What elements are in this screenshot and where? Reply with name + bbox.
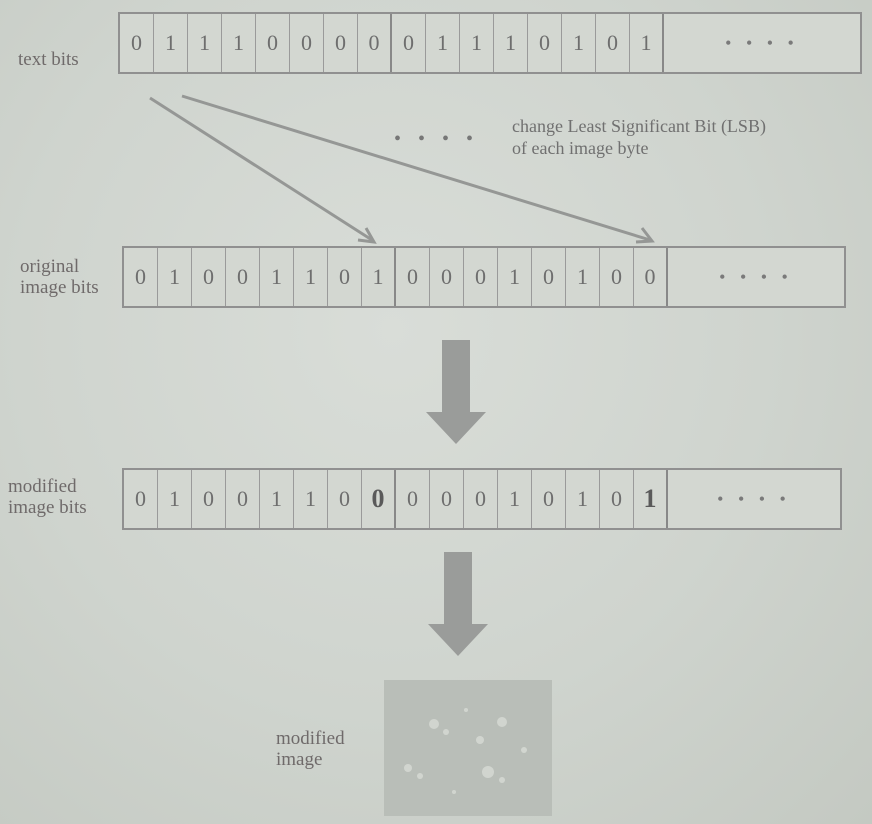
original-bit-cell: 1 bbox=[260, 248, 294, 306]
original-bit-cell: 1 bbox=[158, 248, 192, 306]
text-row-ellipsis: • • • • bbox=[725, 32, 799, 53]
text-bit-cell: 1 bbox=[460, 14, 494, 72]
text-bit-cell: 1 bbox=[426, 14, 460, 72]
modified-bit-cell: 1 bbox=[158, 470, 192, 528]
modified-image-label-line2: image bbox=[276, 749, 323, 770]
modified-bit-cell: 0 bbox=[192, 470, 226, 528]
text-bit-cell: 0 bbox=[324, 14, 358, 72]
original-bit-cell: 0 bbox=[600, 248, 634, 306]
text-bit-cell: 1 bbox=[562, 14, 596, 72]
text-bit-cell: 1 bbox=[154, 14, 188, 72]
lsb-arrow-2-head bbox=[635, 227, 655, 244]
lsb-arrow-2 bbox=[181, 94, 651, 242]
original-bit-cell: 0 bbox=[634, 248, 668, 306]
original-label-line1: original bbox=[20, 256, 80, 277]
original-bit-cell: 0 bbox=[396, 248, 430, 306]
original-bit-cell: 0 bbox=[430, 248, 464, 306]
text-bit-cell: 0 bbox=[528, 14, 562, 72]
modified-image-bits-label: modified image bits bbox=[8, 476, 87, 518]
modified-image-label-line1: modified bbox=[276, 728, 345, 749]
text-bits-row: 0 1 1 1 0 0 0 0 0 1 1 1 0 1 0 1 • • • • bbox=[118, 12, 862, 74]
modified-image-bits-row: 0 1 0 0 1 1 0 0 0 0 0 1 0 1 0 1 • • • • bbox=[122, 468, 842, 530]
modified-bit-cell: 0 bbox=[600, 470, 634, 528]
original-bit-cell: 0 bbox=[532, 248, 566, 306]
modified-image-picture bbox=[384, 680, 552, 816]
lsb-arrow-1 bbox=[149, 96, 373, 242]
text-bit-cell: 0 bbox=[596, 14, 630, 72]
text-bit-cell: 0 bbox=[392, 14, 426, 72]
original-bit-cell: 0 bbox=[328, 248, 362, 306]
text-bit-cell: 0 bbox=[120, 14, 154, 72]
text-bit-cell: 1 bbox=[188, 14, 222, 72]
modified-bit-cell: 0 bbox=[396, 470, 430, 528]
original-image-bits-row: 0 1 0 0 1 1 0 1 0 0 0 1 0 1 0 0 • • • • bbox=[122, 246, 846, 308]
original-bit-cell: 1 bbox=[566, 248, 600, 306]
modified-bit-cell: 0 bbox=[532, 470, 566, 528]
down-arrow-1 bbox=[426, 340, 486, 444]
modified-bit-cell: 0 bbox=[226, 470, 260, 528]
text-bit-cell: 0 bbox=[256, 14, 290, 72]
modified-bit-cell: 0 bbox=[464, 470, 498, 528]
original-bit-cell: 1 bbox=[498, 248, 532, 306]
original-label-line2: image bits bbox=[20, 277, 99, 298]
modified-row-ellipsis: • • • • bbox=[717, 488, 791, 509]
modified-bit-cell: 1 bbox=[566, 470, 600, 528]
modified-label-line1: modified bbox=[8, 476, 77, 497]
original-image-bits-label: original image bits bbox=[20, 256, 99, 298]
original-bit-cell: 0 bbox=[226, 248, 260, 306]
text-bit-cell: 0 bbox=[358, 14, 392, 72]
modified-image-label: modified image bbox=[276, 728, 345, 770]
modified-bit-cell: 1 bbox=[260, 470, 294, 528]
original-bit-cell: 1 bbox=[362, 248, 396, 306]
modified-bit-cell: 0 bbox=[430, 470, 464, 528]
ellipsis: • • • • bbox=[394, 128, 480, 150]
text-bit-cell: 1 bbox=[222, 14, 256, 72]
modified-bit-cell: 1 bbox=[498, 470, 532, 528]
original-bit-cell: 1 bbox=[294, 248, 328, 306]
modified-bit-cell: 0 bbox=[362, 470, 396, 528]
lsb-arrow-1-head bbox=[357, 227, 377, 244]
modified-bit-cell: 0 bbox=[124, 470, 158, 528]
modified-bit-cell: 1 bbox=[294, 470, 328, 528]
modified-label-line2: image bits bbox=[8, 497, 87, 518]
lsb-note-line2: of each image byte bbox=[512, 138, 649, 158]
down-arrow-2 bbox=[428, 552, 488, 656]
original-row-ellipsis: • • • • bbox=[719, 266, 793, 287]
modified-bit-cell: 1 bbox=[634, 470, 668, 528]
modified-bit-cell: 0 bbox=[328, 470, 362, 528]
original-bit-cell: 0 bbox=[124, 248, 158, 306]
text-bit-cell: 0 bbox=[290, 14, 324, 72]
text-bits-label: text bits bbox=[18, 49, 79, 70]
lsb-note: change Least Significant Bit (LSB) of ea… bbox=[512, 115, 766, 159]
lsb-note-line1: change Least Significant Bit (LSB) bbox=[512, 116, 766, 136]
text-bit-cell: 1 bbox=[494, 14, 528, 72]
original-bit-cell: 0 bbox=[192, 248, 226, 306]
original-bit-cell: 0 bbox=[464, 248, 498, 306]
text-bit-cell: 1 bbox=[630, 14, 664, 72]
modified-image-thumbnail bbox=[384, 680, 552, 816]
